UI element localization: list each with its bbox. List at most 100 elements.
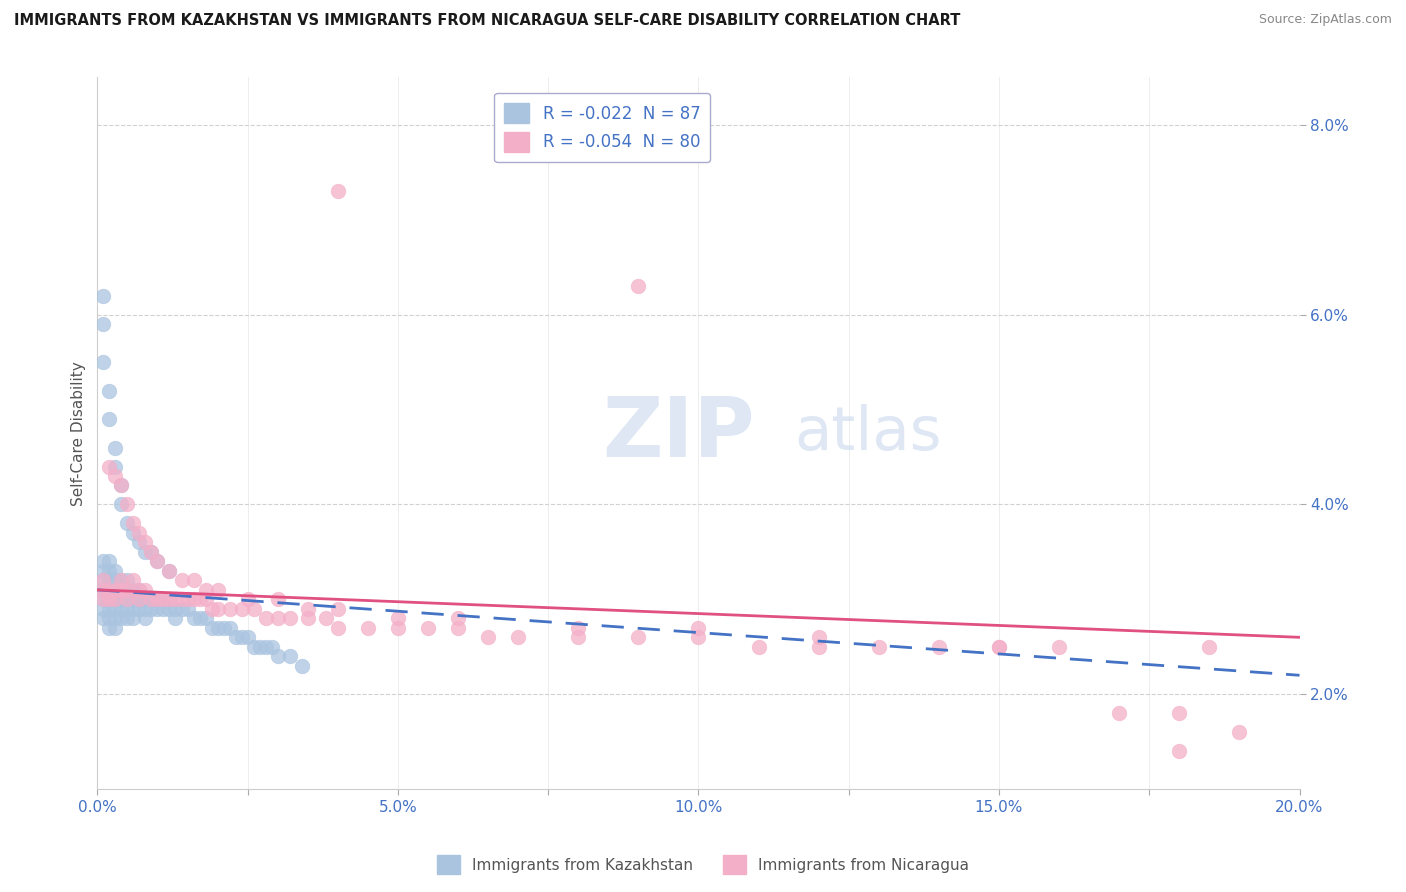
- Point: [98, 564, 121, 578]
- Point: [170, 574, 193, 588]
- Point: [278, 649, 301, 664]
- Point: [1168, 744, 1191, 758]
- Point: [200, 602, 222, 616]
- Point: [207, 582, 229, 597]
- Point: [1047, 640, 1070, 654]
- Point: [104, 592, 127, 607]
- Point: [567, 630, 589, 644]
- Point: [104, 564, 127, 578]
- Point: [1229, 725, 1251, 739]
- Point: [278, 611, 301, 625]
- Point: [207, 621, 229, 635]
- Point: [98, 459, 121, 474]
- Point: [117, 574, 139, 588]
- Point: [218, 621, 240, 635]
- Point: [146, 592, 169, 607]
- Point: [627, 630, 650, 644]
- Point: [93, 288, 115, 302]
- Text: IMMIGRANTS FROM KAZAKHSTAN VS IMMIGRANTS FROM NICARAGUA SELF-CARE DISABILITY COR: IMMIGRANTS FROM KAZAKHSTAN VS IMMIGRANTS…: [14, 13, 960, 29]
- Point: [98, 592, 121, 607]
- Point: [98, 611, 121, 625]
- Point: [141, 545, 163, 559]
- Point: [104, 582, 127, 597]
- Point: [266, 649, 288, 664]
- Point: [266, 592, 288, 607]
- Point: [98, 602, 121, 616]
- Point: [128, 582, 150, 597]
- Point: [110, 498, 132, 512]
- Point: [236, 630, 259, 644]
- Text: Source: ZipAtlas.com: Source: ZipAtlas.com: [1258, 13, 1392, 27]
- Point: [122, 516, 145, 531]
- Point: [122, 602, 145, 616]
- Point: [807, 640, 830, 654]
- Point: [266, 611, 288, 625]
- Point: [104, 602, 127, 616]
- Point: [98, 574, 121, 588]
- Y-axis label: Self-Care Disability: Self-Care Disability: [72, 361, 86, 506]
- Point: [508, 630, 530, 644]
- Point: [93, 592, 115, 607]
- Point: [98, 384, 121, 398]
- Point: [128, 525, 150, 540]
- Point: [152, 592, 174, 607]
- Point: [110, 582, 132, 597]
- Point: [249, 640, 271, 654]
- Point: [1108, 706, 1130, 721]
- Point: [170, 592, 193, 607]
- Point: [152, 592, 174, 607]
- Point: [159, 592, 181, 607]
- Point: [165, 602, 187, 616]
- Point: [183, 592, 205, 607]
- Point: [326, 602, 349, 616]
- Point: [146, 592, 169, 607]
- Point: [141, 602, 163, 616]
- Point: [188, 611, 211, 625]
- Point: [194, 592, 217, 607]
- Point: [122, 574, 145, 588]
- Point: [128, 592, 150, 607]
- Point: [242, 602, 264, 616]
- Point: [122, 592, 145, 607]
- Point: [104, 621, 127, 635]
- Point: [807, 630, 830, 644]
- Point: [416, 621, 439, 635]
- Point: [225, 630, 247, 644]
- Point: [688, 630, 710, 644]
- Point: [134, 545, 156, 559]
- Point: [98, 621, 121, 635]
- Point: [128, 592, 150, 607]
- Point: [104, 469, 127, 483]
- Point: [254, 640, 277, 654]
- Point: [128, 535, 150, 549]
- Point: [183, 611, 205, 625]
- Point: [141, 592, 163, 607]
- Point: [627, 279, 650, 293]
- Point: [122, 582, 145, 597]
- Point: [98, 582, 121, 597]
- Point: [93, 355, 115, 369]
- Legend: Immigrants from Kazakhstan, Immigrants from Nicaragua: Immigrants from Kazakhstan, Immigrants f…: [430, 849, 976, 880]
- Point: [117, 498, 139, 512]
- Point: [98, 592, 121, 607]
- Point: [146, 554, 169, 568]
- Point: [176, 592, 198, 607]
- Point: [194, 611, 217, 625]
- Point: [183, 574, 205, 588]
- Point: [93, 611, 115, 625]
- Point: [98, 582, 121, 597]
- Point: [146, 554, 169, 568]
- Point: [110, 592, 132, 607]
- Point: [152, 602, 174, 616]
- Point: [326, 184, 349, 198]
- Point: [447, 621, 470, 635]
- Point: [146, 602, 169, 616]
- Point: [117, 582, 139, 597]
- Point: [218, 602, 240, 616]
- Point: [1168, 706, 1191, 721]
- Point: [110, 611, 132, 625]
- Point: [98, 554, 121, 568]
- Point: [567, 621, 589, 635]
- Point: [117, 516, 139, 531]
- Point: [110, 478, 132, 492]
